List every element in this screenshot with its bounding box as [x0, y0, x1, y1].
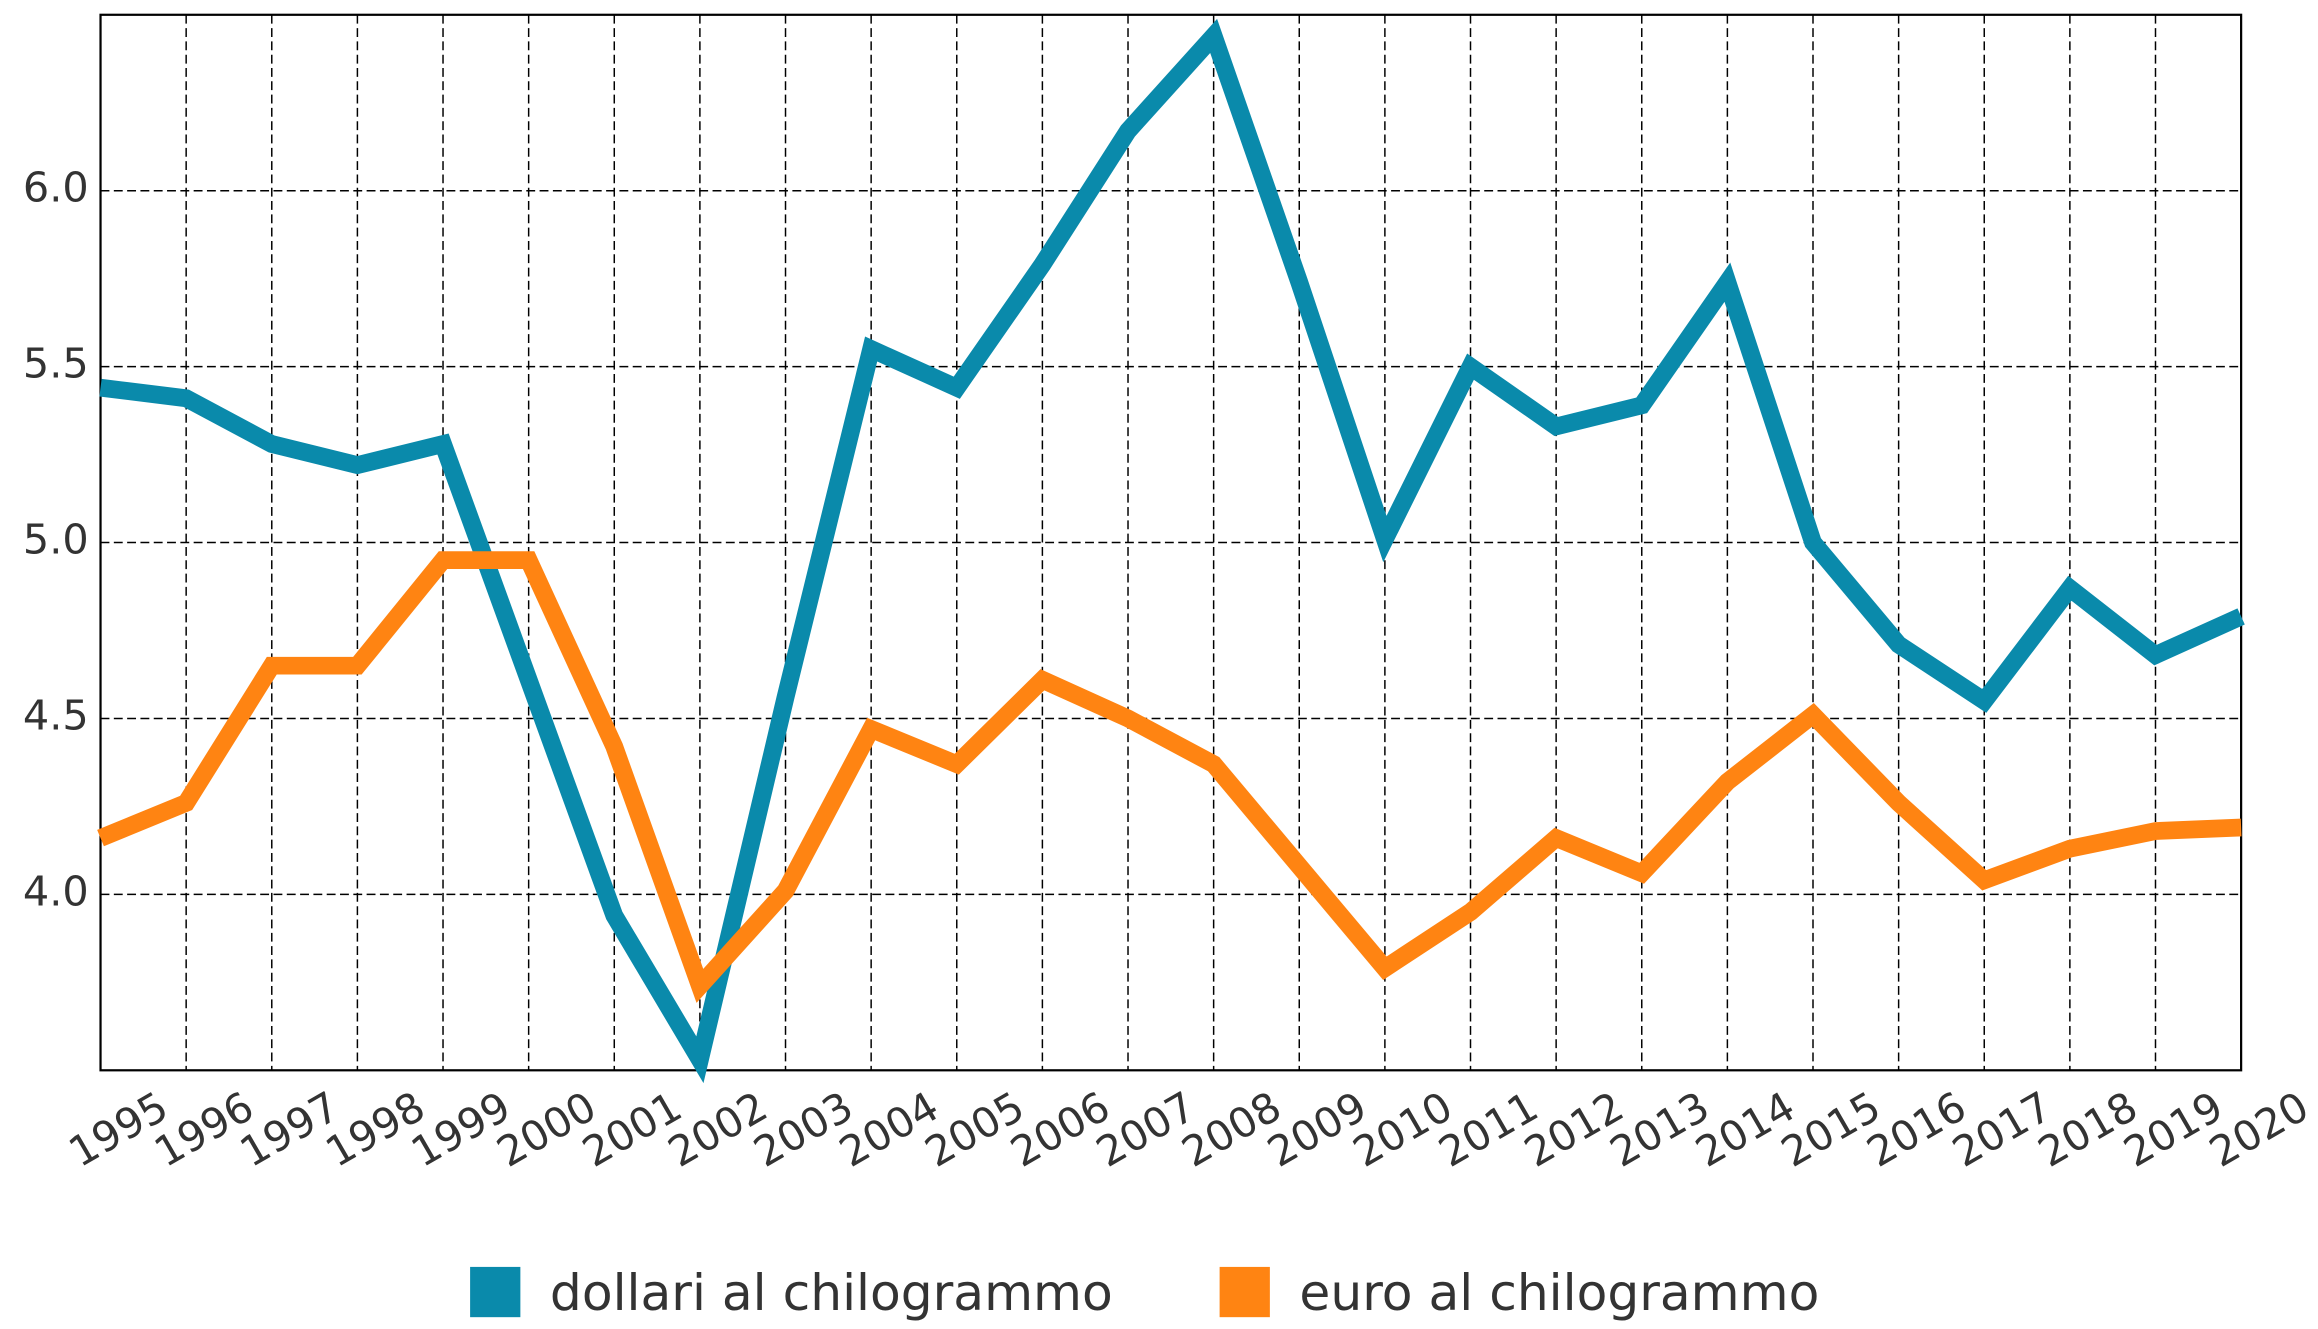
legend-label: dollari al chilogrammo	[550, 1263, 1113, 1322]
y-tick-label: 4.0	[23, 867, 89, 915]
data-line	[97, 551, 2242, 1003]
legend-swatch	[1219, 1266, 1270, 1318]
plot-frame	[99, 13, 2243, 1072]
legend-swatch	[470, 1266, 521, 1318]
y-tick-label: 5.0	[23, 516, 89, 564]
y-tick-label: 5.5	[23, 340, 89, 388]
data-line	[99, 18, 2245, 1084]
legend-label: euro al chilogrammo	[1299, 1263, 1819, 1322]
x-tick-label: 2020	[2201, 1082, 2316, 1176]
y-tick-label: 6.0	[23, 164, 89, 212]
y-tick-label: 4.5	[23, 691, 89, 739]
